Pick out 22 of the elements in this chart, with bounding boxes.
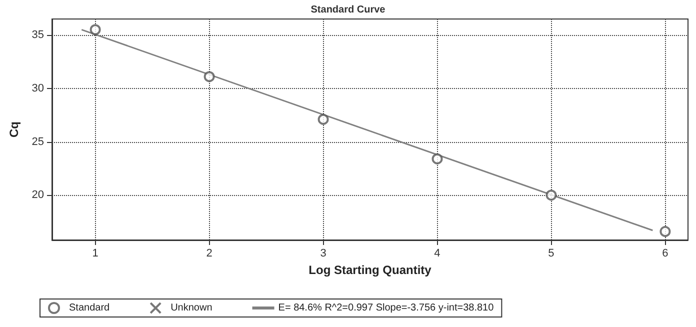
x-axis-title: Log Starting Quantity xyxy=(308,262,432,277)
legend-label: E= 84.6% R^2=0.997 Slope=-3.756 y-int=38.810 xyxy=(278,302,494,314)
chart-title: Standard Curve xyxy=(310,4,386,16)
x-tick-label: 1 xyxy=(92,248,98,260)
legend-label: Standard xyxy=(69,302,110,314)
y-axis-title: Cq xyxy=(7,122,21,138)
point xyxy=(204,71,215,82)
point xyxy=(90,24,101,36)
legend-label: Unknown xyxy=(170,302,212,314)
y-tick-label: 30 xyxy=(32,82,44,94)
point xyxy=(546,190,557,201)
x-tick-label: 6 xyxy=(662,248,668,260)
point xyxy=(660,226,671,237)
point xyxy=(432,153,443,164)
x-tick-label: 2 xyxy=(206,248,212,260)
x-tick-label: 4 xyxy=(434,248,440,260)
y-tick-label: 25 xyxy=(32,136,44,148)
y-tick-label: 20 xyxy=(32,189,44,202)
point xyxy=(318,114,329,125)
y-tick-label: 35 xyxy=(32,29,44,42)
x-tick-label: 5 xyxy=(548,248,554,260)
x-tick-label: 3 xyxy=(320,248,326,260)
